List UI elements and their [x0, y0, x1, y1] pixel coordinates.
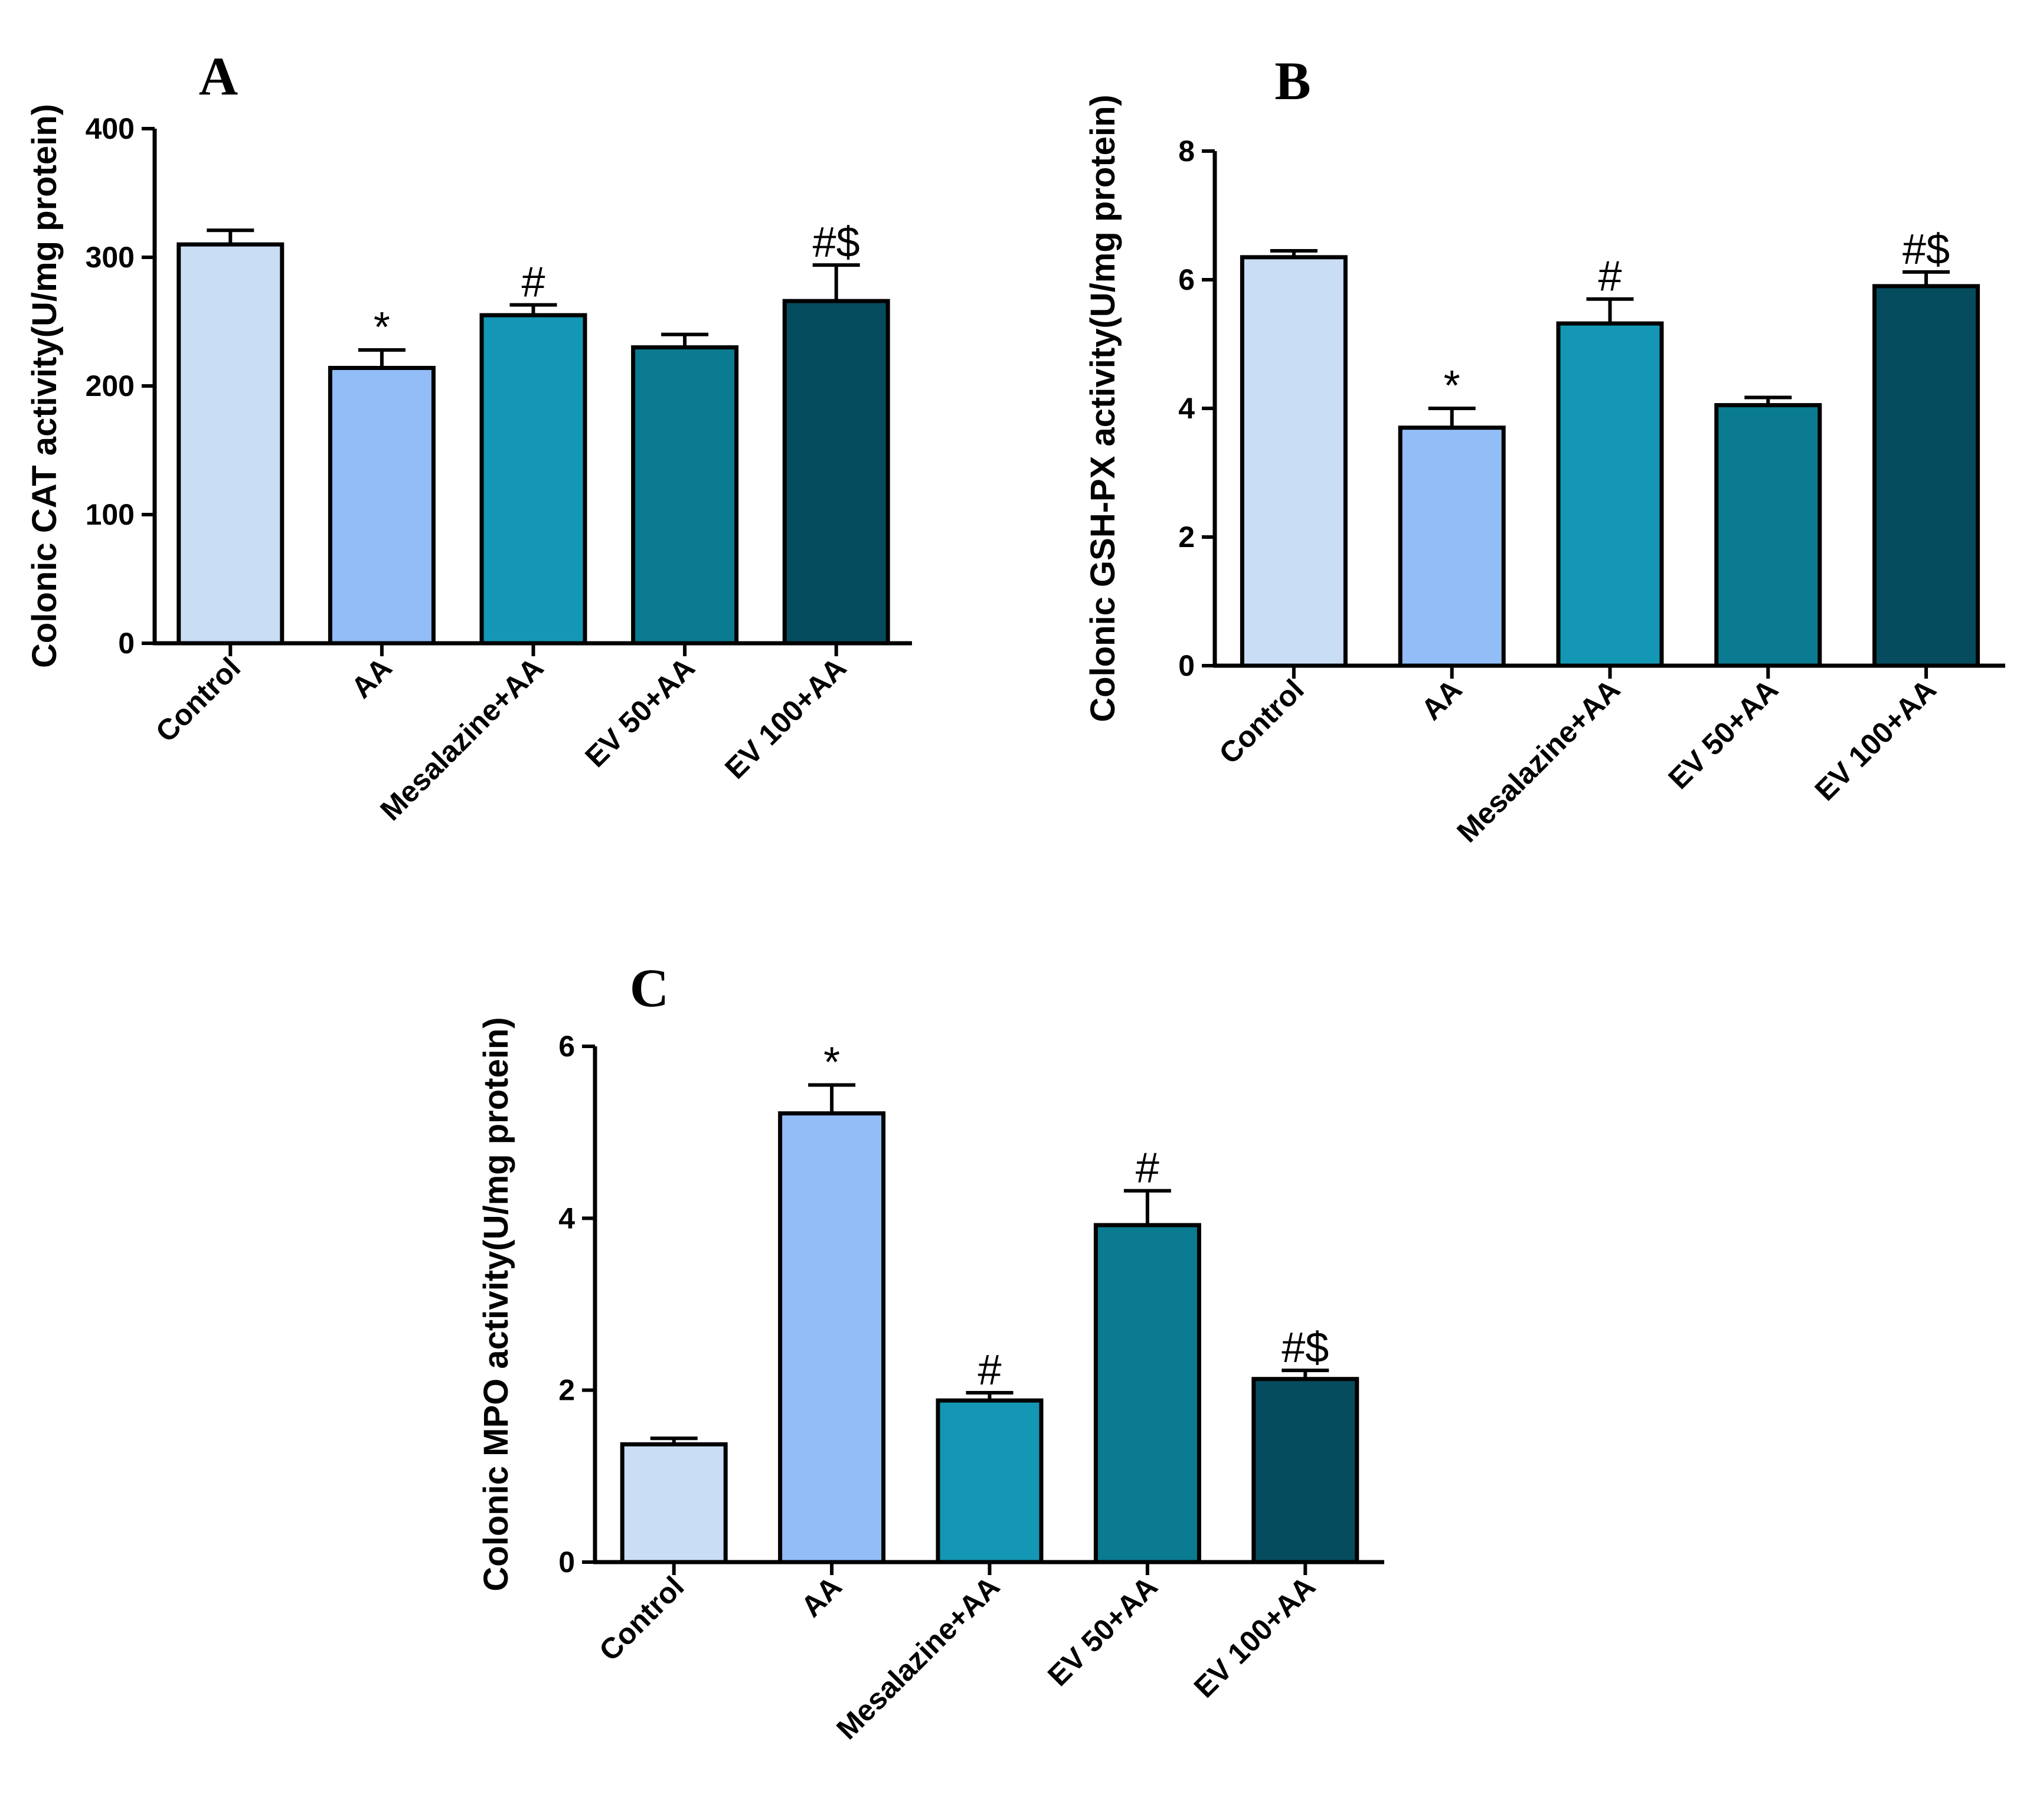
significance-marker: * [374, 304, 390, 351]
x-tick-label-ev-100-aa: EV 100+AA [718, 651, 852, 785]
y-tick-label: 4 [558, 1202, 575, 1235]
bar-mesalazine-aa [1556, 321, 1664, 668]
panel-letter: A [199, 46, 238, 106]
bar-aa [328, 365, 436, 646]
x-tick-label-ev-100-aa: EV 100+AA [1809, 673, 1943, 807]
bar-ev-50-aa [631, 345, 739, 646]
x-tick-label-ev-100-aa: EV 100+AA [1188, 1570, 1322, 1704]
bar-mesalazine-aa [479, 313, 587, 646]
significance-marker: * [823, 1039, 840, 1086]
bar-aa [1398, 425, 1506, 668]
bar-ev-100-aa [1251, 1377, 1359, 1564]
y-tick-label: 0 [558, 1546, 575, 1579]
chart-panel-a: A Colonic CAT activity(U/mg protein) 0 100 2… [25, 46, 912, 827]
y-tick-label: 8 [1178, 135, 1195, 168]
bar-aa [778, 1111, 886, 1564]
x-tick-label-control: Control [593, 1570, 690, 1667]
x-tick-label-aa: AA [345, 651, 398, 705]
x-tick-label-mesalazine-aa: Mesalazine+AA [374, 651, 550, 827]
y-tick-label: 6 [1178, 263, 1195, 296]
bar-control [620, 1442, 728, 1564]
chart-panel-b: B Colonic GSH-PX activity(U/mg protein) 0 2… [1084, 51, 2005, 849]
y-tick-label: 100 [86, 498, 135, 531]
panel-letter: B [1274, 51, 1310, 111]
x-tick-label-ev-50-aa: EV 50+AA [578, 651, 701, 774]
bar-control [176, 242, 285, 646]
significance-marker: #$ [1282, 1324, 1329, 1371]
x-tick-label-mesalazine-aa: Mesalazine+AA [1450, 673, 1626, 849]
significance-marker: # [521, 259, 545, 306]
y-axis-title: Colonic MPO activity(U/mg protein) [477, 1017, 515, 1591]
x-tick-label-control: Control [1212, 673, 1310, 770]
y-tick-label: 400 [86, 112, 135, 145]
bar-ev-50-aa [1714, 403, 1822, 668]
y-tick-label: 300 [86, 241, 135, 274]
y-tick-label: 0 [1178, 649, 1195, 682]
chart-panel-c: C Colonic MPO activity(U/mg protein) 0 2 4 6 C… [477, 958, 1384, 1746]
y-tick-label: 6 [558, 1030, 575, 1063]
significance-marker: #$ [1902, 226, 1950, 273]
y-axis-title: Colonic CAT activity(U/mg protein) [25, 104, 64, 668]
x-tick-label-ev-50-aa: EV 50+AA [1662, 673, 1784, 796]
x-tick-label-aa: AA [795, 1570, 848, 1623]
x-tick-label-aa: AA [1415, 673, 1469, 726]
bar-mesalazine-aa [936, 1398, 1044, 1564]
significance-marker: # [1136, 1145, 1159, 1192]
y-tick-label: 200 [86, 369, 135, 402]
bar-ev-100-aa [1872, 284, 1980, 668]
significance-marker: # [978, 1347, 1001, 1394]
significance-marker: * [1444, 362, 1460, 410]
y-tick-label: 2 [558, 1374, 575, 1407]
bar-control [1240, 255, 1348, 668]
y-tick-label: 2 [1178, 521, 1195, 554]
y-tick-label: 0 [118, 627, 135, 660]
x-tick-label-ev-50-aa: EV 50+AA [1041, 1570, 1164, 1693]
significance-marker: # [1598, 253, 1622, 300]
bar-ev-100-aa [782, 299, 890, 646]
x-tick-label-control: Control [149, 651, 247, 748]
y-tick-label: 4 [1178, 392, 1195, 425]
x-tick-label-mesalazine-aa: Mesalazine+AA [830, 1570, 1006, 1746]
significance-marker: #$ [813, 219, 860, 266]
y-axis-title: Colonic GSH-PX activity(U/mg protein) [1084, 94, 1122, 722]
panel-letter: C [630, 958, 669, 1018]
bar-ev-50-aa [1093, 1223, 1201, 1564]
